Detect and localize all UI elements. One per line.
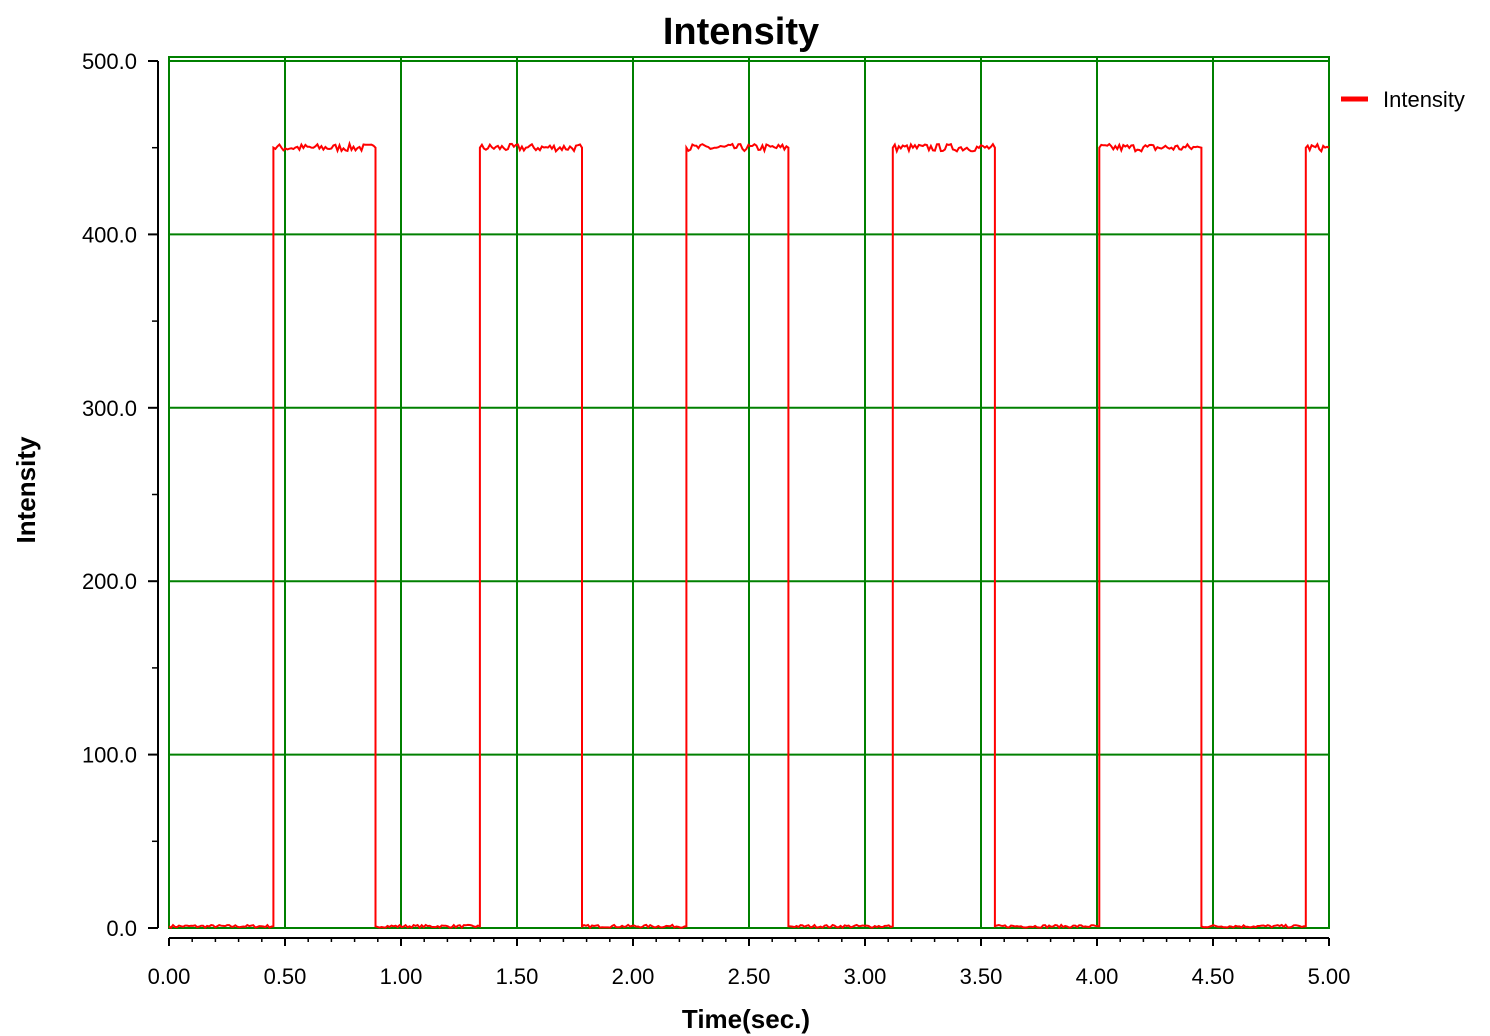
y-axis-label: Intensity [11,436,41,543]
y-tick-label: 200.0 [82,569,137,594]
x-tick-label: 4.00 [1076,964,1119,989]
x-tick-label: 2.50 [728,964,771,989]
x-tick-label: 3.50 [960,964,1003,989]
legend: Intensity [1341,87,1465,112]
y-tick-label: 100.0 [82,743,137,768]
x-tick-label: 4.50 [1192,964,1235,989]
x-tick-label: 2.00 [612,964,655,989]
grid-lines [168,56,1330,929]
series-layer [168,140,1330,930]
x-axis-label: Time(sec.) [682,1004,810,1034]
y-tick-label: 0.0 [106,916,137,941]
legend-label: Intensity [1383,87,1465,112]
y-tick-label: 300.0 [82,396,137,421]
x-tick-label: 1.00 [380,964,423,989]
axes [148,60,1330,946]
x-tick-label: 3.00 [844,964,887,989]
y-tick-label: 500.0 [82,49,137,74]
y-tick-label: 400.0 [82,222,137,247]
series-line-intensity [168,140,1330,930]
tick-labels: 0.00 0.50 1.00 1.50 2.00 2.50 3.00 3.50 4.00 4.50… [82,49,1350,989]
x-tick-label: 5.00 [1308,964,1351,989]
chart-title: Intensity [663,11,819,53]
x-tick-label: 1.50 [496,964,539,989]
x-tick-label: 0.50 [264,964,307,989]
x-tick-label: 0.00 [148,964,191,989]
